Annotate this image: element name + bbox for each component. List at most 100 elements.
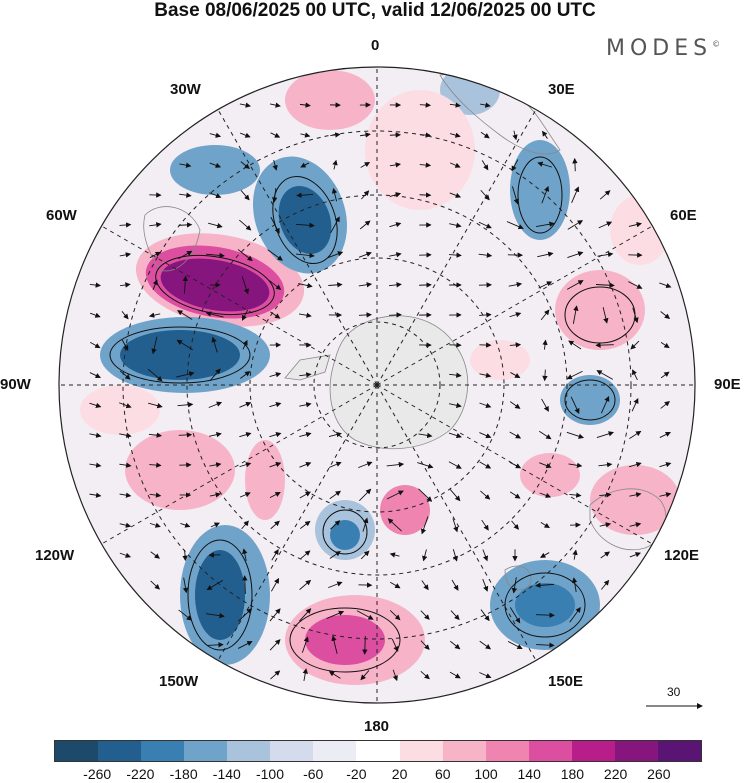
wind-vector [479,402,492,408]
wind-vector [330,520,341,530]
wind-vector [509,607,521,624]
lon-label-30w: 30W [170,81,201,98]
positive-anomaly [245,440,285,520]
wind-vector [482,578,489,592]
wind-vector [299,402,312,408]
colorbar-tick-label: -260 [83,766,112,782]
wind-vector [90,312,101,318]
wind-vector [89,402,102,408]
meridian-line [217,109,378,386]
colorbar-swatch [657,741,701,761]
wind-vector [358,282,373,288]
wind-vector [208,432,222,438]
wind-vector [119,522,132,528]
wind-vector [269,491,281,499]
wind-vector [538,281,553,289]
wind-vector [511,186,519,205]
antarctic-peninsula [284,354,331,381]
wind-vector [420,516,429,535]
wind-vector [207,642,224,648]
wind-vector [302,668,308,682]
map-title: Base 08/06/2025 00 UTC, valid 12/06/2025… [154,0,596,21]
wind-vector [536,642,555,648]
wind-vector [299,102,311,108]
wind-vector [241,309,249,321]
positive-anomaly [305,615,385,665]
wind-vector [361,190,370,200]
wind-vector [541,398,549,412]
wind-vector [449,132,461,138]
wind-vector [449,222,462,228]
wind-vector [119,432,132,438]
wind-vector [479,372,492,378]
wind-vector [660,311,671,320]
wind-vector [210,522,220,528]
colorbar-tick-label: -100 [255,766,285,782]
wind-vector [511,520,520,530]
wind-vector [328,581,343,589]
wind-vector [567,251,584,259]
wind-vector [147,368,163,382]
wind-vector [420,640,430,650]
wind-vector [508,281,523,288]
wind-vector [206,612,225,619]
wind-vector [509,461,522,469]
wind-vector [209,132,222,138]
colorbar-tick-label: -60 [303,766,324,782]
wind-vector [629,430,642,439]
colorbar-tick-label: -140 [212,766,241,782]
wind-vector [240,161,250,169]
wind-vector [448,461,462,469]
wind-vector [540,552,550,558]
wind-vector [389,610,401,621]
wind-vector [209,492,222,498]
wind-vector [269,280,282,290]
wind-vector [177,310,193,320]
wind-vector [417,462,434,469]
wind-vector [542,130,548,139]
wind-vector [330,216,340,234]
wind-vector [270,520,280,530]
wind-vector [571,186,580,204]
wind-vector [89,432,102,438]
wind-vector [119,402,132,409]
wind-vector [482,549,489,562]
wind-vector [389,222,402,228]
wind-vector [119,252,132,258]
wind-vector [480,131,490,139]
wind-vector [328,282,343,288]
wind-vector [632,307,639,324]
wind-vector [211,336,218,353]
wind-vector [389,192,402,198]
wind-vector [390,581,401,589]
wind-vector [271,549,279,561]
wind-vector [241,520,249,530]
wind-vector [511,159,519,172]
negative-anomaly [330,520,360,550]
colorbar-tick-label: 20 [391,766,408,782]
wind-vector [509,431,522,439]
wind-vector [600,579,610,590]
colorbar-tick-label: 180 [560,766,585,782]
wind-vector [149,522,161,528]
wind-vector [239,492,251,498]
wind-vector [269,432,282,438]
meridian-line [376,384,537,661]
wind-vector [148,432,163,438]
wind-vector [480,102,491,108]
wind-vector [389,162,401,168]
wind-vector [449,192,462,198]
meridian-line [217,384,378,661]
wind-vector [239,132,251,138]
wind-vector [240,190,250,201]
wind-vector [659,462,672,468]
wind-vector [359,488,372,502]
wind-vector [566,280,584,290]
wind-vector [331,635,338,654]
lon-label-90w: 90W [0,376,31,393]
wind-vector [418,432,433,439]
wind-vector [599,522,612,528]
wind-vector [149,222,162,228]
wind-vector [539,492,552,498]
